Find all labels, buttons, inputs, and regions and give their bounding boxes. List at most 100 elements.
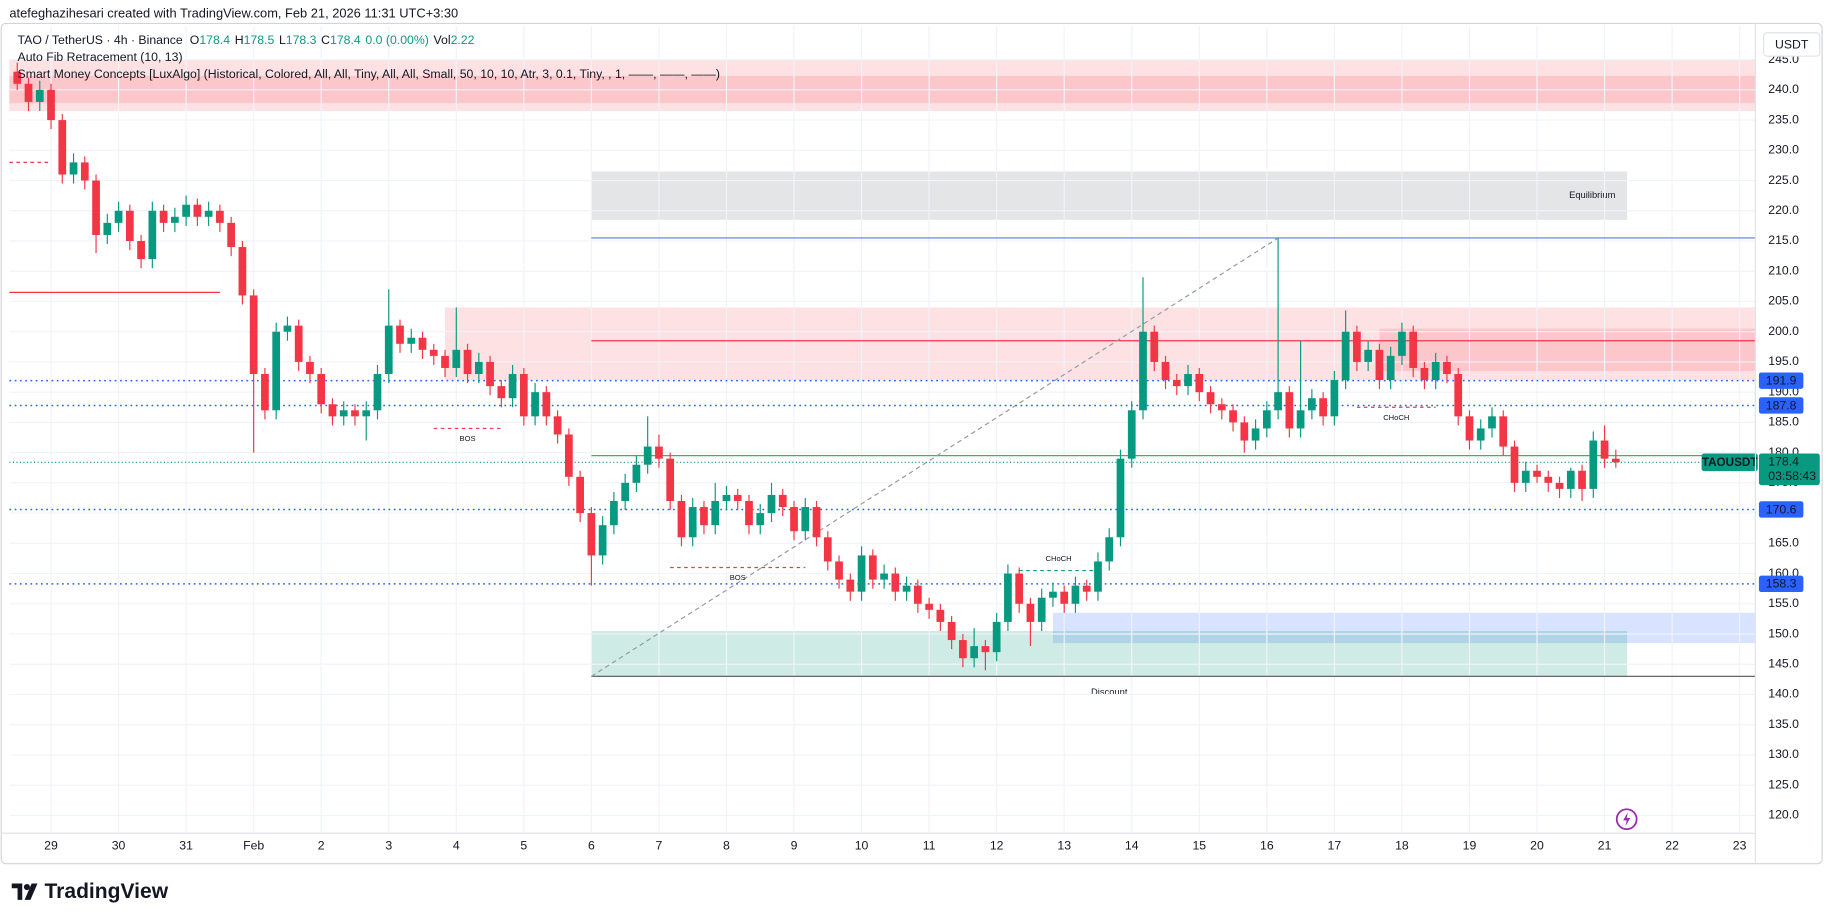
x-tick-label: 5 bbox=[520, 838, 527, 852]
candle-body bbox=[294, 325, 303, 362]
x-tick-label: 7 bbox=[656, 838, 663, 852]
candle-body bbox=[24, 83, 33, 102]
candle-body bbox=[688, 507, 697, 538]
structure-label: CHoCH bbox=[1383, 413, 1409, 422]
candle-body bbox=[328, 404, 337, 417]
candle-body bbox=[1251, 428, 1260, 441]
candle-body bbox=[283, 325, 292, 332]
y-tick-label: 240.0 bbox=[1768, 82, 1799, 96]
candle-body bbox=[857, 555, 866, 592]
y-tick-label: 235.0 bbox=[1768, 112, 1799, 126]
legend-value: 2.22 bbox=[451, 33, 475, 47]
candle-body bbox=[711, 500, 720, 526]
currency-box[interactable] bbox=[1763, 32, 1821, 57]
brand-logo: TradingView bbox=[11, 880, 169, 903]
candle-body bbox=[1184, 374, 1192, 387]
candle-body bbox=[1071, 585, 1080, 604]
price-label-box bbox=[1758, 397, 1804, 414]
symbol: TAO / TetherUS · 4h · Binance bbox=[18, 33, 183, 47]
legend-key: H bbox=[235, 33, 244, 47]
currency[interactable]: USDT bbox=[1775, 37, 1809, 51]
chart-frame bbox=[0, 22, 1823, 865]
candle-body bbox=[1195, 374, 1204, 393]
candle-body bbox=[204, 210, 213, 217]
candle-body bbox=[553, 416, 562, 435]
candle-body bbox=[880, 573, 888, 580]
y-tick-label: 225.0 bbox=[1768, 173, 1799, 187]
candle-body bbox=[1105, 537, 1114, 562]
candle-body bbox=[1229, 410, 1237, 423]
candle-body bbox=[1082, 585, 1091, 592]
candle-body bbox=[1049, 591, 1057, 598]
candle-body bbox=[1409, 331, 1418, 368]
candle-body bbox=[47, 89, 55, 121]
x-tick-label: 14 bbox=[1125, 838, 1139, 852]
candle-body bbox=[1521, 470, 1530, 483]
symbol-tag: TAOUSDT bbox=[1702, 456, 1758, 469]
candle-body bbox=[463, 349, 472, 375]
y-tick-label: 215.0 bbox=[1768, 233, 1799, 247]
candle-body bbox=[1341, 331, 1350, 381]
lines-layer: BOS BOS CHoCH CHoCH bbox=[9, 161, 1756, 677]
x-tick-label: 22 bbox=[1665, 838, 1679, 852]
candle-body bbox=[992, 621, 1001, 653]
candle-body bbox=[959, 640, 967, 659]
candle-body bbox=[1262, 410, 1271, 429]
candle-body bbox=[58, 120, 67, 175]
y-tick-label: 185.0 bbox=[1768, 415, 1799, 429]
zones-layer: Equilibrium Discount bbox=[9, 59, 1756, 697]
candle-body bbox=[238, 247, 247, 296]
zone bbox=[9, 59, 1756, 111]
candle-body bbox=[1589, 440, 1598, 489]
alert-icon[interactable] bbox=[1615, 808, 1638, 831]
candle-body bbox=[1488, 416, 1496, 429]
x-tick-label: Feb bbox=[243, 838, 264, 852]
legend-key: Vol bbox=[434, 33, 451, 47]
candle-body bbox=[159, 210, 168, 223]
x-tick-label: 17 bbox=[1328, 838, 1342, 852]
candle-body bbox=[1060, 591, 1069, 604]
zone-label: Discount bbox=[1091, 687, 1128, 697]
candle-body bbox=[1240, 422, 1249, 441]
candle-body bbox=[1611, 458, 1620, 463]
candle-body bbox=[823, 537, 832, 562]
candle-body bbox=[508, 374, 517, 399]
candle-body bbox=[1094, 561, 1102, 592]
candle-body bbox=[1476, 428, 1485, 441]
x-tick-label: 19 bbox=[1463, 838, 1477, 852]
structure-label: BOS bbox=[460, 434, 476, 443]
y-tick-label: 205.0 bbox=[1768, 294, 1799, 308]
x-tick-label: 2 bbox=[318, 838, 325, 852]
y-tick-label: 155.0 bbox=[1768, 596, 1799, 610]
candle-body bbox=[92, 180, 100, 235]
candle-body bbox=[1566, 470, 1575, 489]
x-tick-label: 23 bbox=[1733, 838, 1747, 852]
candle-body bbox=[1004, 573, 1012, 622]
candle-body bbox=[790, 507, 798, 532]
candle-body bbox=[1443, 361, 1451, 375]
candle-body bbox=[868, 555, 877, 580]
x-tick-label: 30 bbox=[112, 838, 126, 852]
candle-body bbox=[1398, 331, 1406, 356]
candle-body bbox=[216, 210, 224, 223]
candle-body bbox=[429, 349, 438, 356]
candle-body bbox=[1555, 482, 1564, 489]
candle-body bbox=[1386, 355, 1395, 381]
x-tick-label: 20 bbox=[1530, 838, 1544, 852]
candle-body bbox=[13, 71, 22, 84]
candle-body bbox=[767, 494, 776, 514]
brand: TradingView bbox=[44, 880, 168, 903]
candle-body bbox=[1127, 410, 1136, 459]
y-tick-label: 220.0 bbox=[1768, 203, 1799, 217]
structure-label: CHoCH bbox=[1045, 554, 1071, 563]
candle-body bbox=[362, 410, 371, 417]
candle-body bbox=[1353, 331, 1361, 362]
candle-body bbox=[1285, 392, 1294, 429]
candle-body bbox=[1217, 404, 1226, 411]
candle-body bbox=[1420, 367, 1429, 381]
candle-body bbox=[1578, 470, 1586, 489]
candle-body bbox=[812, 507, 821, 538]
